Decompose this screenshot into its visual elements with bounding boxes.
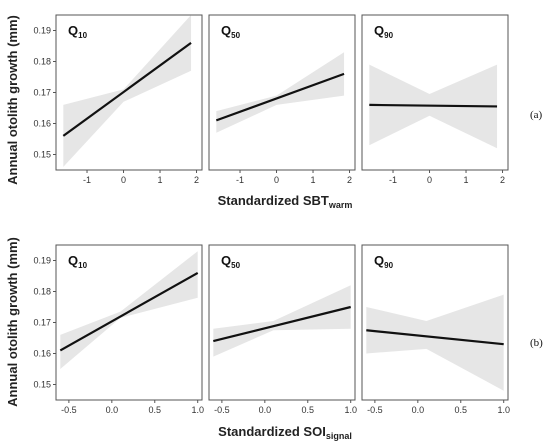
quantile-label-sub: 10: [78, 261, 87, 270]
x-tick-label: 1: [464, 175, 469, 185]
panel-q90: -1 0 1 2 Q90: [361, 14, 509, 185]
row-tag-b: (b): [530, 337, 543, 349]
x-tick-label: -1: [389, 175, 397, 185]
x-tick-label: 0: [121, 175, 126, 185]
quantile-label-sub: 90: [384, 261, 393, 270]
quantile-label-main: Q: [374, 253, 384, 268]
confidence-band: [216, 52, 345, 133]
x-tick-label: -0.5: [214, 405, 230, 415]
panel-frame: [361, 244, 509, 401]
confidence-band: [366, 294, 504, 391]
panel-q50: -1 0 1 2 Q50: [208, 14, 356, 185]
y-tick-label: 0.16: [33, 119, 51, 129]
y-axis-label-a: Annual otolith growth (mm): [5, 15, 20, 185]
x-axis-label-b: Standardized SOIsignal: [218, 424, 352, 441]
quantile-label: Q10: [68, 253, 88, 270]
confidence-band: [213, 285, 351, 357]
panel-frame: [208, 14, 356, 171]
confidence-band: [60, 251, 198, 369]
panel-frame: [55, 14, 203, 171]
y-tick-label: 0.18: [33, 287, 51, 297]
fit-line: [62, 42, 192, 137]
fit-line: [369, 103, 498, 108]
panel-frame: [208, 244, 356, 401]
x-axis-label-a: Standardized SBTwarm: [218, 193, 353, 210]
panel-frame: [55, 244, 203, 401]
y-tick-label: 0.18: [33, 57, 51, 67]
y-tick-label: 0.19: [33, 26, 51, 36]
x-tick-label: -0.5: [367, 405, 383, 415]
quantile-label-main: Q: [374, 23, 384, 38]
quantile-label: Q90: [374, 23, 394, 40]
confidence-band: [63, 15, 192, 167]
quantile-label-sub: 50: [231, 261, 240, 270]
panel-q90: -0.5 0.0 0.5 1.0 Q90: [361, 244, 510, 415]
quantile-label-main: Q: [221, 253, 231, 268]
x-tick-label: 0.5: [149, 405, 162, 415]
quantile-label-sub: 90: [384, 31, 393, 40]
x-tick-label: 0.0: [106, 405, 119, 415]
quantile-label-main: Q: [68, 23, 78, 38]
quantile-label: Q10: [68, 23, 88, 40]
x-tick-label: 1: [311, 175, 316, 185]
panel-frame: [361, 14, 509, 171]
row-b-panels: 0.150.160.170.180.19-0.5 0.0 0.5 1.0Q10-0.5…: [33, 244, 510, 415]
row-b: Annual otolith growth (mm) 0.15 0.16 0.17 0…: [5, 237, 543, 441]
quantile-label: Q50: [221, 253, 241, 270]
quantile-label-main: Q: [221, 23, 231, 38]
x-tick-label: 1.0: [497, 405, 510, 415]
x-tick-label: -1: [236, 175, 244, 185]
row-a: Annual otolith growth (mm) 0.15 0.16 0.17 0…: [5, 14, 543, 210]
panel-q10: -1 0 1 2 Q10: [55, 14, 203, 185]
y-tick-label: 0.15: [33, 380, 51, 390]
panel-q10: -0.5 0.0 0.5 1.0 Q10: [55, 244, 204, 415]
x-tick-label: -0.5: [61, 405, 77, 415]
x-tick-label: 0.5: [455, 405, 468, 415]
x-tick-label: 1.0: [344, 405, 357, 415]
x-tick-label: 0: [427, 175, 432, 185]
x-tick-label: 0.0: [412, 405, 425, 415]
quantile-label: Q90: [374, 253, 394, 270]
x-tick-label: 2: [500, 175, 505, 185]
fit-line: [366, 329, 504, 346]
y-tick-label: 0.15: [33, 150, 51, 160]
y-tick-label: 0.16: [33, 349, 51, 359]
x-tick-label: 2: [194, 175, 199, 185]
fit-line: [215, 72, 345, 122]
x-tick-label: 0: [274, 175, 279, 185]
x-tick-label: 1.0: [191, 405, 204, 415]
x-tick-label: 0.5: [302, 405, 315, 415]
fit-line: [213, 305, 351, 343]
x-tick-label: 0.0: [259, 405, 272, 415]
quantile-label: Q50: [221, 23, 241, 40]
quantile-label-sub: 10: [78, 31, 87, 40]
x-tick-label: -1: [83, 175, 91, 185]
x-tick-label: 2: [347, 175, 352, 185]
y-tick-label: 0.19: [33, 256, 51, 266]
y-axis-label-b: Annual otolith growth (mm): [5, 237, 20, 407]
quantile-label-main: Q: [68, 253, 78, 268]
y-tick-label: 0.17: [33, 88, 51, 98]
row-tag-a: (a): [530, 109, 543, 121]
fit-line: [59, 271, 199, 352]
panel-q50: -0.5 0.0 0.5 1.0 Q50: [208, 244, 357, 415]
x-tick-label: 1: [158, 175, 163, 185]
quantile-label-sub: 50: [231, 31, 240, 40]
y-tick-label: 0.17: [33, 318, 51, 328]
